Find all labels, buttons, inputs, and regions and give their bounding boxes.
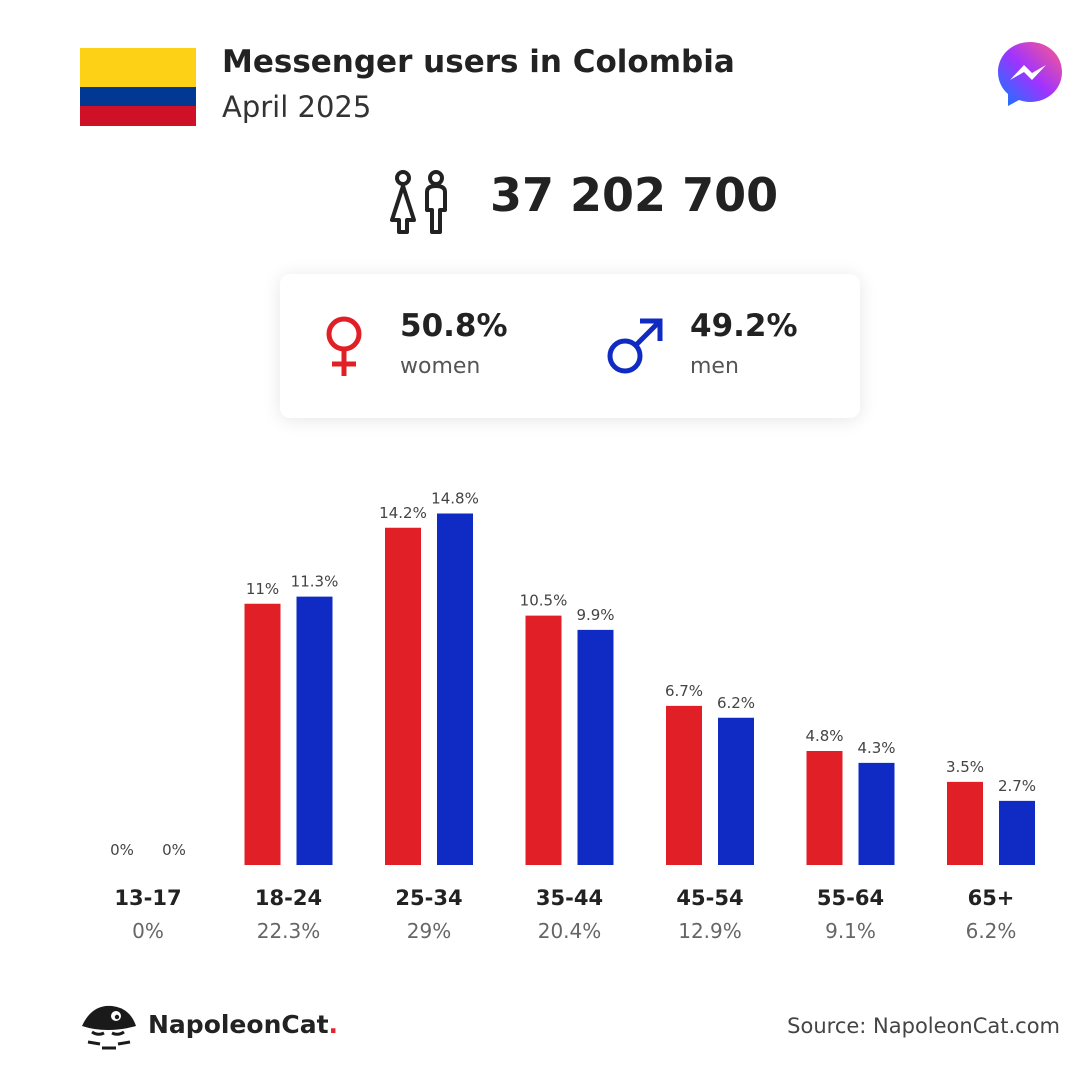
age-group-label-25-34: 25-34 <box>395 886 462 910</box>
bar-men-55-64 <box>858 762 895 865</box>
age-group-total-18-24: 22.3% <box>257 919 321 943</box>
bar-men-18-24 <box>296 596 333 865</box>
bar-label-men-18-24: 11.3% <box>291 573 339 591</box>
flag-stripe-yellow <box>80 48 196 87</box>
age-group-label-18-24: 18-24 <box>255 886 322 910</box>
bar-label-men-13-17: 0% <box>162 841 186 859</box>
age-group-total-35-44: 20.4% <box>538 919 602 943</box>
age-gender-bar-chart: 0% 0% 13-17 0% 11% 11.3% 18-24 22.3% 14.2%14.8% 2… <box>110 490 1036 944</box>
colombia-flag <box>80 48 196 126</box>
women-label: women <box>400 354 481 379</box>
male-icon <box>607 318 663 374</box>
men-label: men <box>690 354 739 379</box>
flag-stripe-red <box>80 106 196 126</box>
bar-women-45-54 <box>666 705 702 865</box>
bar-label-men-25-34: 14.8% <box>431 490 479 508</box>
brand-name: NapoleonCat. <box>148 1010 338 1039</box>
bar-label-men-55-64: 4.3% <box>857 739 895 757</box>
bar-men-25-34 <box>437 513 473 865</box>
bar-label-women-25-34: 14.2% <box>379 504 427 522</box>
bar-label-men-45-54: 6.2% <box>717 694 755 712</box>
bar-label-women-45-54: 6.7% <box>665 682 703 700</box>
flag-stripe-blue <box>80 87 196 106</box>
age-group-label-45-54: 45-54 <box>676 886 743 910</box>
people-icon <box>390 170 447 234</box>
bar-label-women-13-17: 0% <box>110 841 134 859</box>
bar-label-women-35-44: 10.5% <box>520 592 568 610</box>
bar-men-45-54 <box>718 717 754 865</box>
messenger-icon <box>998 42 1062 106</box>
age-group-label-65+: 65+ <box>968 886 1015 910</box>
bar-men-35-44 <box>577 629 614 865</box>
age-group-total-55-64: 9.1% <box>825 919 876 943</box>
age-group-label-13-17: 13-17 <box>114 886 181 910</box>
bar-label-men-35-44: 9.9% <box>576 606 614 624</box>
men-percentage: 49.2% <box>690 308 798 344</box>
bar-men-65+ <box>999 800 1035 865</box>
bar-women-35-44 <box>525 615 562 865</box>
women-percentage: 50.8% <box>400 308 508 344</box>
brand-name-dot: . <box>328 1010 339 1039</box>
age-group-total-45-54: 12.9% <box>678 919 742 943</box>
brand-name-text: NapoleonCat <box>148 1010 329 1039</box>
bar-label-women-65+: 3.5% <box>946 758 984 776</box>
bar-label-women-55-64: 4.8% <box>805 727 843 745</box>
gender-card: 50.8% women 49.2% men <box>280 274 860 418</box>
bar-women-55-64 <box>806 751 843 865</box>
bar-label-women-18-24: 11% <box>246 580 279 598</box>
napoleoncat-logo-icon <box>82 1005 136 1050</box>
page-title: Messenger users in Colombia <box>222 44 735 80</box>
source-credit: Source: NapoleonCat.com <box>787 1014 1060 1038</box>
female-icon <box>326 316 362 376</box>
total-users: 37 202 700 <box>490 168 779 222</box>
age-group-total-13-17: 0% <box>132 919 164 943</box>
bar-women-65+ <box>947 781 983 865</box>
page-subtitle: April 2025 <box>222 90 372 124</box>
age-group-total-25-34: 29% <box>407 919 451 943</box>
bar-women-18-24 <box>244 603 281 865</box>
age-group-label-55-64: 55-64 <box>817 886 884 910</box>
age-group-total-65+: 6.2% <box>966 919 1017 943</box>
bar-women-25-34 <box>385 527 421 865</box>
age-group-label-35-44: 35-44 <box>536 886 603 910</box>
bar-label-men-65+: 2.7% <box>998 777 1036 795</box>
